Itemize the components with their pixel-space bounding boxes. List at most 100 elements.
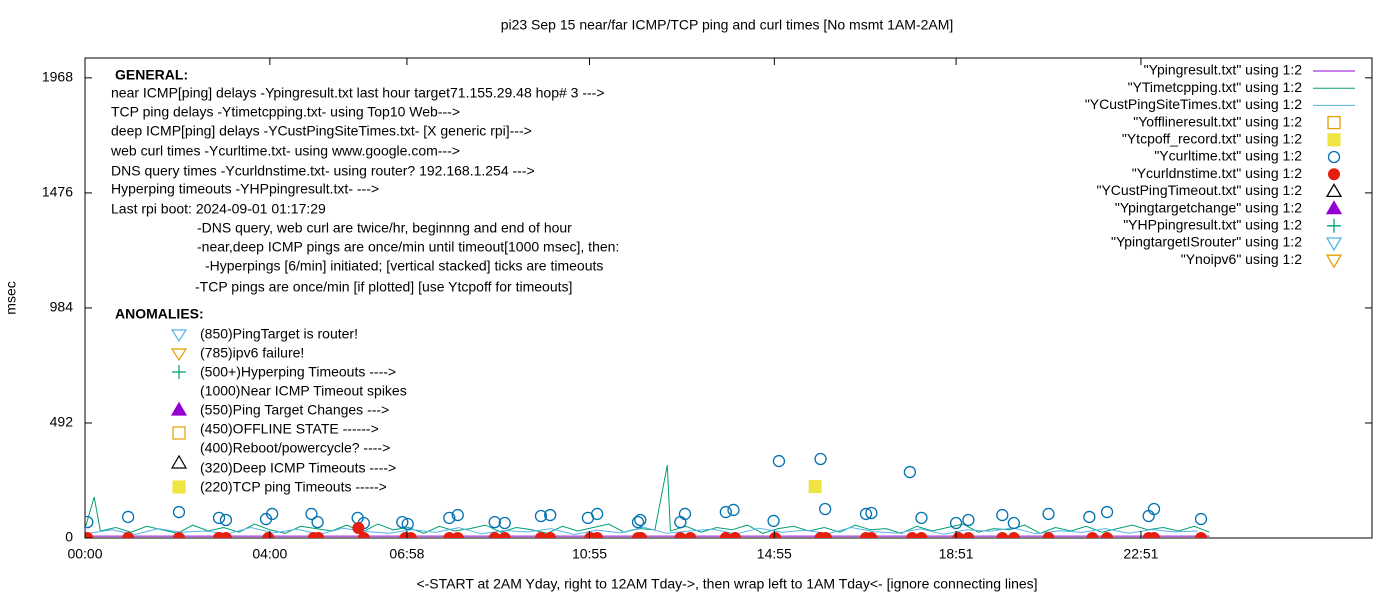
symbol [170, 401, 188, 416]
data-point [212, 511, 226, 525]
data-point [996, 508, 1009, 522]
annotation: (500+)Hyperping Timeouts ----> [200, 364, 396, 380]
data-point [451, 532, 464, 538]
legend-label: "Yofflineresult.txt" using 1:2 [1133, 113, 1302, 129]
x-tick-label: 18:51 [939, 546, 974, 562]
annotation: Hyperping timeouts -YHPpingresult.txt- -… [111, 181, 379, 197]
annotation: (320)Deep ICMP Timeouts ----> [200, 460, 396, 476]
data-point [404, 532, 417, 538]
data-point [859, 507, 873, 521]
data-point [401, 517, 414, 531]
legend-marker [1327, 218, 1341, 233]
legend-label: "YpingtargetISrouter" using 1:2 [1111, 234, 1302, 250]
data-point [396, 515, 409, 529]
annotation: (550)Ping Target Changes ---> [200, 402, 389, 418]
data-point [915, 511, 928, 525]
data-point [814, 452, 827, 466]
legend-marker [1327, 150, 1341, 164]
data-point [1195, 532, 1208, 538]
annotation: GENERAL: [115, 67, 188, 83]
symbol [172, 426, 186, 440]
y-tick-label: 0 [65, 529, 73, 545]
data-point [85, 515, 94, 529]
data-point [729, 532, 742, 538]
data-point [219, 532, 232, 538]
legend-label: "Ypingresult.txt" using 1:2 [1144, 62, 1303, 78]
data-point [678, 507, 692, 521]
legend-label: "YCustPingTimeout.txt" using 1:2 [1096, 182, 1302, 198]
annotation: (1000)Near ICMP Timeout spikes [200, 383, 407, 399]
data-point [634, 513, 647, 527]
data-point [544, 508, 557, 522]
x-axis-label: <-START at 2AM Yday, right to 12AM Tday-… [416, 576, 1037, 592]
data-point [488, 532, 501, 538]
data-point [684, 532, 697, 538]
data-point [1007, 532, 1020, 538]
data-point [915, 532, 928, 538]
data-point [769, 532, 782, 538]
data-point [727, 503, 740, 517]
data-point [1100, 505, 1114, 519]
data-point [1147, 502, 1161, 516]
data-point [1101, 532, 1114, 538]
annotation: ANOMALIES: [115, 306, 204, 322]
symbol [172, 480, 186, 494]
legend-marker [1327, 133, 1341, 147]
data-point [1083, 510, 1096, 524]
data-point [534, 532, 547, 538]
legend-marker [1325, 200, 1343, 215]
legend-label: "Ytcpoff_record.txt" using 1:2 [1122, 131, 1302, 147]
symbol [172, 365, 186, 379]
legend-marker [1325, 183, 1343, 198]
data-point [949, 516, 963, 530]
legend-label: "Ynoipv6" using 1:2 [1181, 251, 1302, 267]
legend-label: "Ypingtargetchange" using 1:2 [1115, 199, 1302, 215]
symbol [170, 329, 188, 343]
data-point [352, 521, 365, 534]
data-point [719, 505, 732, 519]
data-point [85, 532, 94, 538]
data-point [544, 532, 557, 538]
data-point [767, 514, 780, 528]
data-point [305, 507, 318, 521]
data-point [498, 516, 511, 530]
x-tick-label: 14:55 [757, 546, 792, 562]
legend-label: "YCustPingSiteTimes.txt" using 1:2 [1085, 96, 1302, 112]
data-point [819, 532, 832, 538]
x-tick-label: 00:00 [67, 546, 102, 562]
data-point [808, 480, 822, 494]
data-point [591, 532, 604, 538]
annotation: (220)TCP ping Timeouts -----> [200, 479, 387, 495]
symbol [170, 454, 188, 469]
data-point [1007, 516, 1021, 530]
annotation: (450)OFFLINE STATE ------> [200, 421, 379, 437]
data-point [952, 532, 965, 538]
data-point [719, 532, 732, 538]
legend-marker [1325, 254, 1343, 269]
x-tick-label: 22:51 [1123, 546, 1158, 562]
annotation: deep ICMP[ping] delays -YCustPingSiteTim… [111, 123, 532, 139]
data-point [772, 454, 786, 468]
y-tick-label: 1968 [42, 69, 73, 85]
data-point [819, 502, 832, 516]
data-point [312, 532, 325, 538]
legend-label: "Ycurldnstime.txt" using 1:2 [1132, 165, 1302, 181]
y-tick-label: 492 [50, 414, 74, 430]
data-point [906, 532, 919, 538]
data-point [121, 510, 135, 524]
data-point [488, 515, 501, 529]
data-point [357, 532, 370, 538]
data-point [1042, 532, 1055, 538]
data-point [1142, 509, 1155, 523]
data-point [122, 532, 135, 538]
data-point [219, 513, 233, 527]
data-point [962, 513, 975, 527]
data-point [1148, 532, 1161, 538]
data-point [674, 515, 687, 529]
x-tick-label: 06:58 [389, 546, 424, 562]
data-point [591, 507, 604, 521]
legend-marker [1328, 168, 1340, 181]
annotation: (850)PingTarget is router! [200, 326, 358, 342]
